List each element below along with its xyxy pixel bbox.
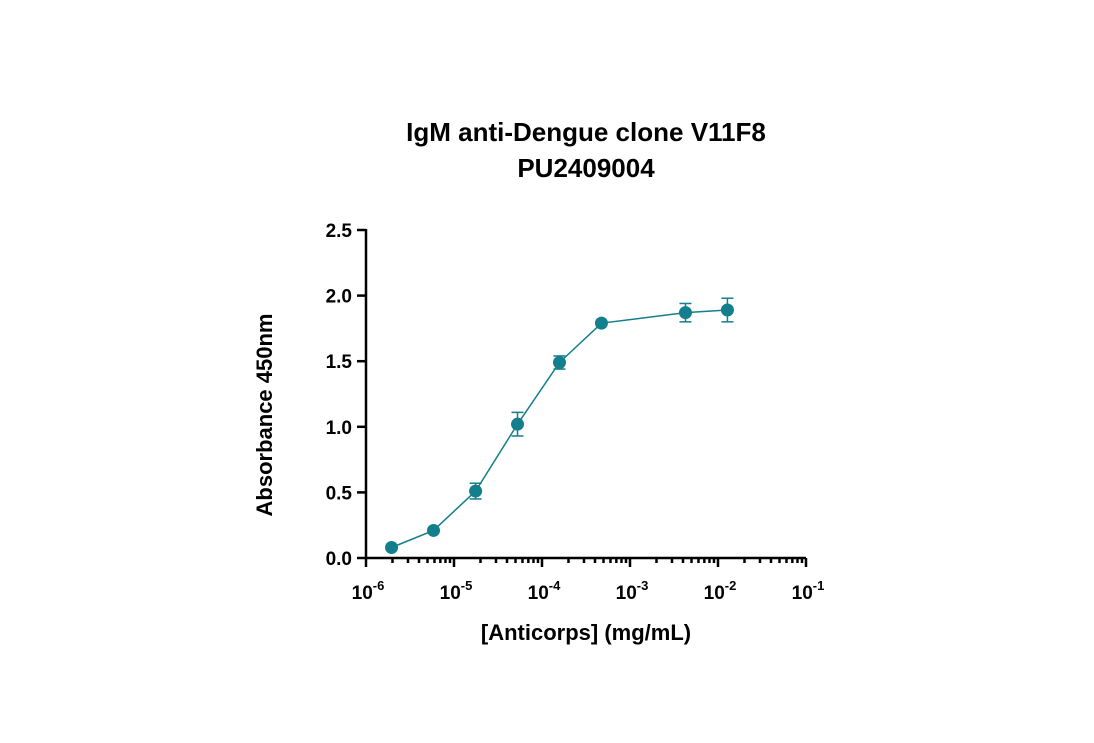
- y-tick-label-1: 0.5: [326, 483, 353, 504]
- series-line-0: [391, 309, 728, 549]
- chart-title-line-2: PU2409004: [517, 153, 655, 183]
- y-axis-label: Absorbance 450nm: [252, 314, 277, 517]
- data-point-5: [594, 316, 608, 330]
- x-tick-label-3: 10-3: [616, 578, 649, 604]
- x-tick-label-2: 10-4: [528, 578, 561, 604]
- x-axis-label: [Anticorps] (mg/mL): [481, 620, 691, 645]
- data-point-0: [385, 541, 399, 555]
- y-tick-label-4: 2.0: [326, 287, 352, 308]
- data-point-4: [552, 356, 566, 370]
- y-tick-label-3: 1.5: [326, 352, 353, 373]
- data-point-2: [469, 484, 483, 498]
- data-point-7: [720, 303, 734, 317]
- x-tick-label-0: 10-6: [352, 578, 385, 604]
- y-tick-label-5: 2.5: [326, 221, 353, 242]
- y-tick-label-0: 0.0: [326, 549, 352, 570]
- y-tick-label-2: 1.0: [326, 418, 352, 439]
- data-point-6: [678, 306, 692, 320]
- plot-area: 0.0 0.5 1.0 1.5 2.0 2.5 10-6 10-5 10-4 10-3 10-2 10…: [326, 221, 825, 604]
- data-point-1: [427, 523, 441, 537]
- data-point-3: [511, 417, 525, 431]
- x-tick-label-1: 10-5: [440, 578, 473, 604]
- x-tick-label-4: 10-2: [704, 578, 737, 604]
- chart-title-line-1: IgM anti-Dengue clone V11F8: [406, 117, 766, 147]
- x-tick-label-5: 10-1: [792, 578, 825, 604]
